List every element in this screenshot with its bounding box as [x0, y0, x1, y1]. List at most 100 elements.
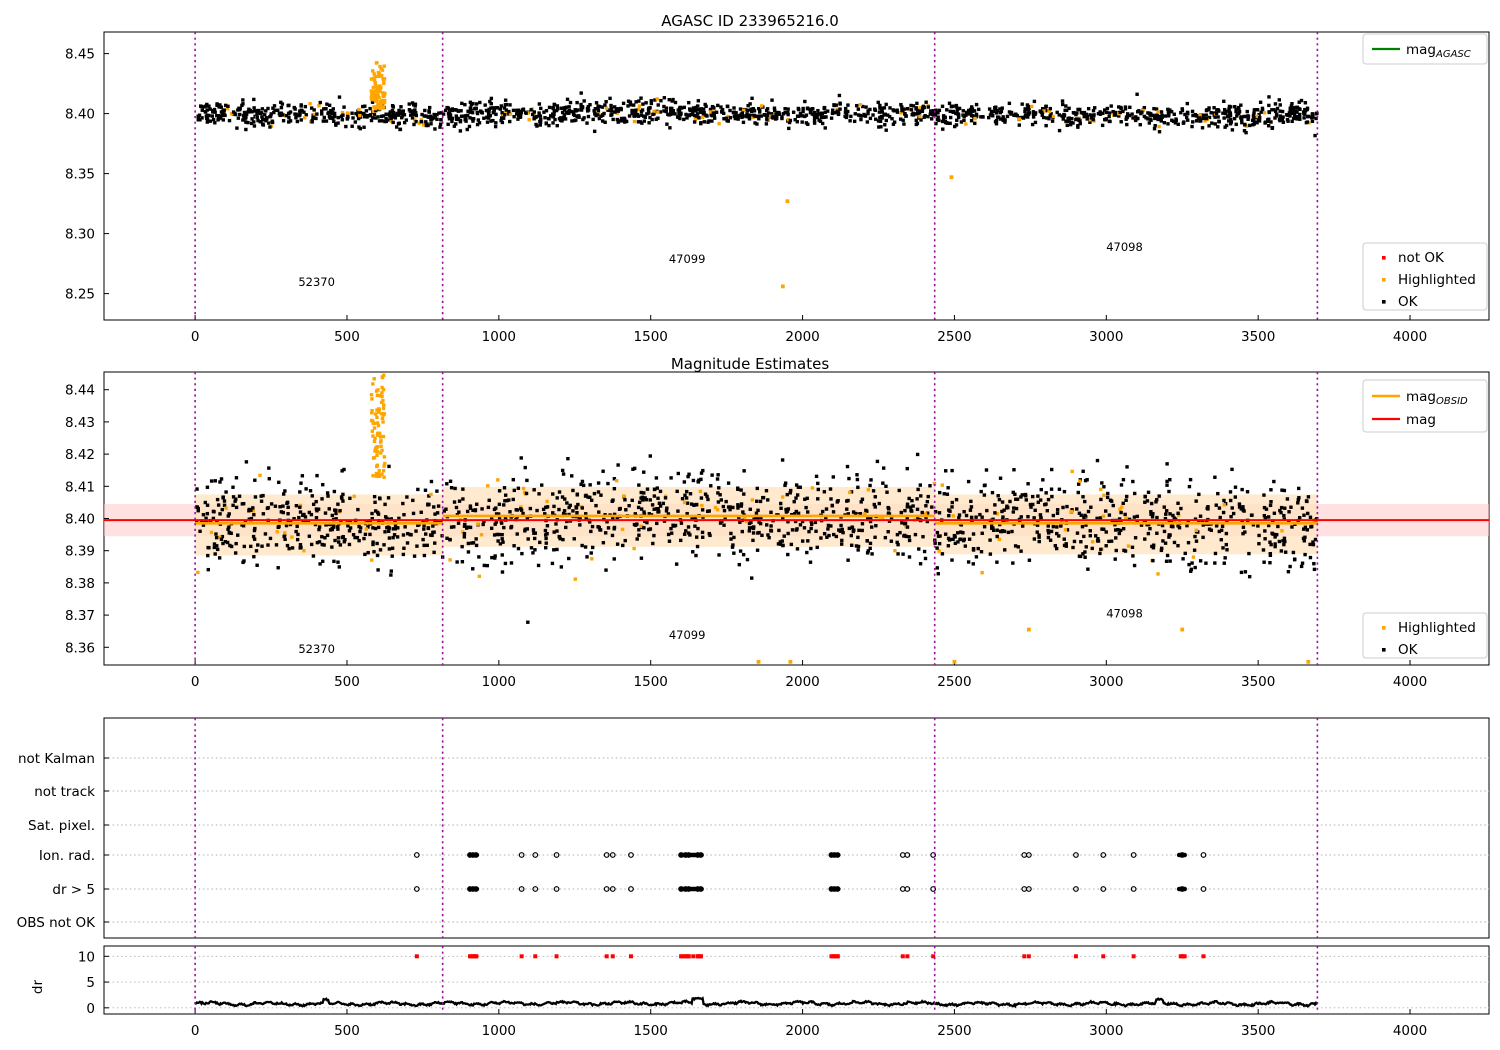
panel2-point-ok — [869, 516, 873, 520]
panel2-point-ok — [688, 492, 693, 496]
panel2-point-ok — [1257, 541, 1261, 546]
panel2-point-ok — [990, 490, 995, 495]
panel2-point-highlighted — [1124, 516, 1128, 520]
panel2-point-ok — [679, 538, 683, 543]
panel1-point-ok — [552, 109, 556, 114]
panel2-point-ok — [935, 530, 940, 535]
panel2-point-highlighted — [545, 499, 549, 504]
panel2-point-ok — [395, 535, 400, 539]
panel2-point-ok — [1055, 531, 1059, 536]
panel2-point-ok — [946, 486, 950, 490]
panel2-point-ok — [297, 515, 301, 520]
panel2-point-ok — [968, 508, 973, 512]
panel1-point-ok — [258, 119, 262, 124]
panel2-point-ok — [717, 553, 721, 557]
panel1-point-ok — [390, 103, 395, 108]
panel1-point-ok — [1184, 115, 1189, 120]
panel2-point-ok — [1269, 542, 1273, 547]
panel2-point-ok — [642, 510, 646, 514]
panel2-point-highlighted — [381, 434, 386, 439]
panel2-point-ok — [895, 540, 899, 545]
panel1-point-ok — [623, 117, 627, 122]
panel1-point-ok — [837, 93, 842, 98]
panel2-point-ok — [1011, 490, 1015, 495]
panel2-point-ok — [226, 527, 230, 532]
panel2-point-ok — [1306, 495, 1311, 499]
panel2-point-ok — [503, 516, 508, 521]
panel1-point-ok — [609, 106, 614, 111]
panel2-point-ok — [466, 550, 471, 554]
panel1-point-ok — [1032, 99, 1037, 104]
panel2-point-ok — [737, 562, 742, 567]
panel1-point-ok — [577, 114, 581, 118]
legend-label-mag: mag — [1406, 412, 1436, 428]
panel1-point-ok — [880, 110, 884, 114]
panel1-point-ok — [987, 107, 992, 111]
panel1-point-ok — [504, 108, 508, 112]
panel2-point-ok — [849, 543, 854, 547]
panel2-point-ok — [294, 503, 299, 508]
panel2-point-ok — [427, 494, 431, 498]
panel1-point-ok — [465, 113, 470, 118]
panel1-point-highlighted — [376, 90, 380, 94]
panel1-point-ok — [202, 105, 206, 109]
panel1-point-ok — [427, 109, 431, 114]
panel2-point-ok — [603, 531, 608, 535]
panel1-point-ok — [494, 121, 498, 125]
panel1-point-ok — [551, 106, 555, 111]
panel2-point-ok — [323, 511, 328, 515]
panel1-point-ok — [630, 110, 635, 114]
panel1-ytick-label: 8.45 — [65, 47, 95, 63]
panel2-point-ok — [883, 535, 888, 540]
panel1-point-ok — [1267, 103, 1271, 108]
panel1-point-ok — [503, 98, 508, 102]
panel2-point-ok — [617, 507, 622, 511]
panel2-point-ok — [214, 535, 219, 540]
panel2-point-ok — [1050, 467, 1054, 472]
panel1-point-ok — [1172, 112, 1176, 116]
panel1-point-ok — [258, 111, 263, 116]
panel1-point-ok — [751, 107, 755, 111]
panel1-point-ok — [512, 114, 516, 119]
panel2-point-ok — [606, 526, 611, 530]
panel2-point-ok — [471, 567, 475, 571]
panel2-point-ok — [444, 507, 448, 511]
panel2-point-highlighted — [379, 412, 384, 416]
panel1-xtick-label: 2500 — [937, 329, 971, 345]
panel2-point-ok — [598, 528, 602, 532]
panel1-point-ok — [864, 105, 868, 109]
panel1-point-ok — [909, 108, 914, 112]
panel2-point-ok — [1000, 500, 1005, 504]
panel1-point-ok — [592, 109, 596, 113]
obsid-label-47098: 47098 — [1106, 607, 1143, 621]
panel2-point-ok — [1151, 543, 1156, 547]
panel2-point-ok — [1065, 504, 1069, 509]
panel2-point-ok — [1011, 510, 1016, 514]
panel2-point-ok — [1122, 548, 1126, 553]
panel1-point-ok — [711, 111, 716, 115]
panel2-point-ok — [951, 537, 955, 541]
panel1-point-ok — [1222, 99, 1226, 103]
panel1-point-ok — [596, 104, 600, 108]
panel2-point-ok — [498, 542, 503, 546]
panel1-point-ok — [643, 115, 647, 119]
panel2-point-ok — [1055, 508, 1060, 512]
panel2-point-ok — [754, 515, 758, 520]
panel2-point-ok — [1032, 537, 1037, 541]
panel2-point-ok — [798, 523, 803, 527]
panel1-point-ok — [1082, 114, 1086, 119]
panel2-point-ok — [296, 532, 300, 537]
panel2-point-ok — [641, 498, 645, 502]
panel1-point-ok — [1061, 102, 1065, 107]
panel2-point-ok — [1165, 483, 1169, 487]
panel2-point-ok — [320, 542, 324, 547]
panel2-point-ok — [1155, 531, 1159, 535]
panel1-point-ok — [1314, 116, 1318, 121]
panel1-point-ok — [438, 122, 443, 126]
panel2-point-ok — [1219, 538, 1223, 542]
panel2-point-ok — [1095, 516, 1099, 521]
panel1-point-ok — [1040, 110, 1044, 115]
panel2-point-ok — [655, 506, 659, 511]
panel1-point-ok — [1228, 113, 1233, 118]
panel1-point-highlighted — [637, 104, 642, 108]
